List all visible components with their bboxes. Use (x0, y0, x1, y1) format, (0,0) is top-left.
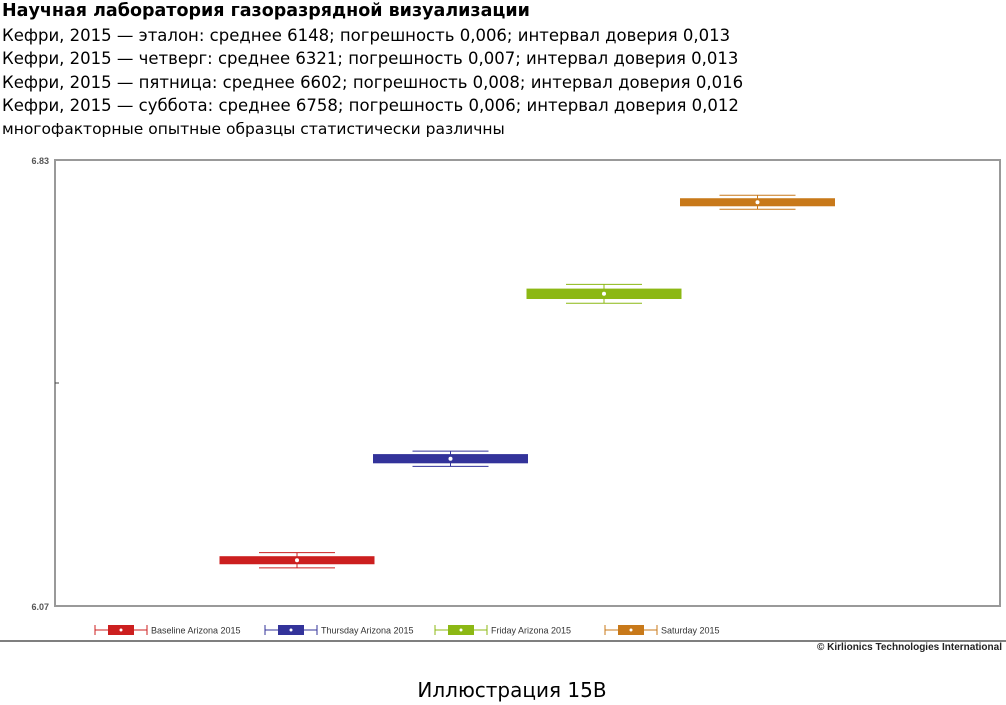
title: Научная лаборатория газоразрядной визуал… (2, 1, 530, 21)
caption: Иллюстрация 15B (417, 678, 607, 702)
stat-line: Кефри, 2015 — пятница: среднее 6602; пог… (2, 72, 744, 92)
box-2 (526, 283, 682, 304)
box-0 (219, 552, 375, 569)
legend-item: Thursday Arizona 2015 (264, 625, 414, 636)
legend-label: Baseline Arizona 2015 (151, 626, 241, 636)
mean-dot (755, 200, 760, 205)
legend-item: Saturday 2015 (604, 625, 720, 636)
legend-dot (629, 628, 633, 632)
mean-dot (448, 456, 453, 461)
y-tick-label: 6.83 (31, 156, 49, 166)
stat-line: Кефри, 2015 — эталон: среднее 6148; погр… (2, 25, 731, 45)
legend-dot (459, 628, 463, 632)
copyright: © Kirlionics Technologies International (817, 642, 1002, 653)
header: Научная лаборатория газоразрядной визуал… (2, 0, 743, 141)
legend-dot (289, 628, 293, 632)
stat-line: Кефри, 2015 — четверг: среднее 6321; пог… (2, 49, 739, 68)
note: многофакторные опытные образцы статистич… (2, 119, 505, 138)
mean-dot (602, 291, 606, 296)
legend-item: Baseline Arizona 2015 (94, 625, 241, 636)
legend-label: Friday Arizona 2015 (491, 626, 571, 636)
legend-dot (119, 628, 123, 632)
plot-frame (54, 159, 1001, 607)
mean-dot (295, 558, 299, 563)
box-3 (680, 194, 835, 210)
y-tick-label: 6.07 (31, 602, 49, 612)
legend-item: Friday Arizona 2015 (434, 625, 571, 636)
legend-label: Thursday Arizona 2015 (321, 626, 414, 636)
legend-label: Saturday 2015 (661, 626, 720, 636)
stat-line: Кефри, 2015 — суббота: среднее 6758; пог… (2, 96, 739, 115)
box-1 (373, 450, 528, 467)
